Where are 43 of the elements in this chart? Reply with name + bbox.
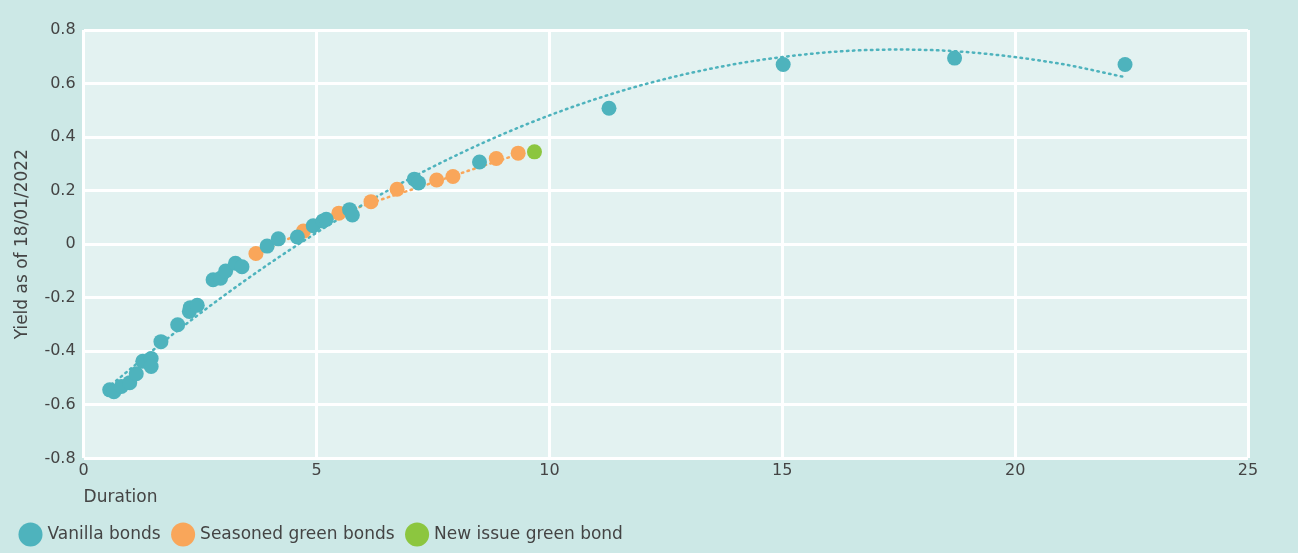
- legend-label: Vanilla bonds: [47, 522, 161, 543]
- y-tick-label: -0.6: [44, 394, 76, 414]
- point: [429, 172, 445, 188]
- point: [488, 151, 504, 167]
- y-tick-label: 0.8: [50, 19, 76, 39]
- point: [411, 175, 426, 191]
- point: [472, 154, 488, 170]
- point: [1117, 57, 1133, 73]
- y-tick-label: -0.4: [44, 340, 76, 360]
- point: [234, 259, 250, 275]
- point: [153, 334, 169, 350]
- x-tick-label: 25: [1237, 460, 1259, 480]
- y-tick-label: 0.4: [50, 126, 76, 146]
- legend-label: Seasoned green bonds: [200, 522, 395, 543]
- x-tick-label: 15: [772, 460, 793, 480]
- y-tick-label: 0.2: [50, 179, 76, 199]
- y-tick-label: 0.6: [50, 72, 76, 92]
- y-tick-label: -0.8: [44, 447, 76, 467]
- y-tick-label: 0: [65, 233, 76, 253]
- x-axis-title: Duration: [83, 486, 158, 507]
- x-tick-label: 0: [78, 460, 89, 480]
- point: [775, 57, 791, 73]
- point: [189, 297, 205, 313]
- point: [344, 207, 360, 223]
- legend-label: New issue green bond: [434, 522, 623, 543]
- point: [526, 144, 542, 160]
- point: [947, 50, 963, 66]
- point: [601, 100, 617, 116]
- point: [389, 181, 405, 197]
- y-tick-label: -0.2: [44, 286, 76, 306]
- x-tick-label: 10: [539, 460, 560, 480]
- point: [270, 231, 286, 247]
- x-tick-label: 20: [1004, 460, 1026, 480]
- y-axis-title: Yield as of 18/01/2022: [10, 149, 31, 341]
- point: [170, 317, 186, 333]
- point: [259, 238, 275, 254]
- point: [128, 366, 144, 382]
- point: [363, 194, 379, 210]
- point: [289, 229, 305, 245]
- point: [248, 246, 264, 262]
- x-tick-label: 5: [311, 460, 322, 480]
- point: [510, 145, 526, 161]
- point: [445, 168, 461, 184]
